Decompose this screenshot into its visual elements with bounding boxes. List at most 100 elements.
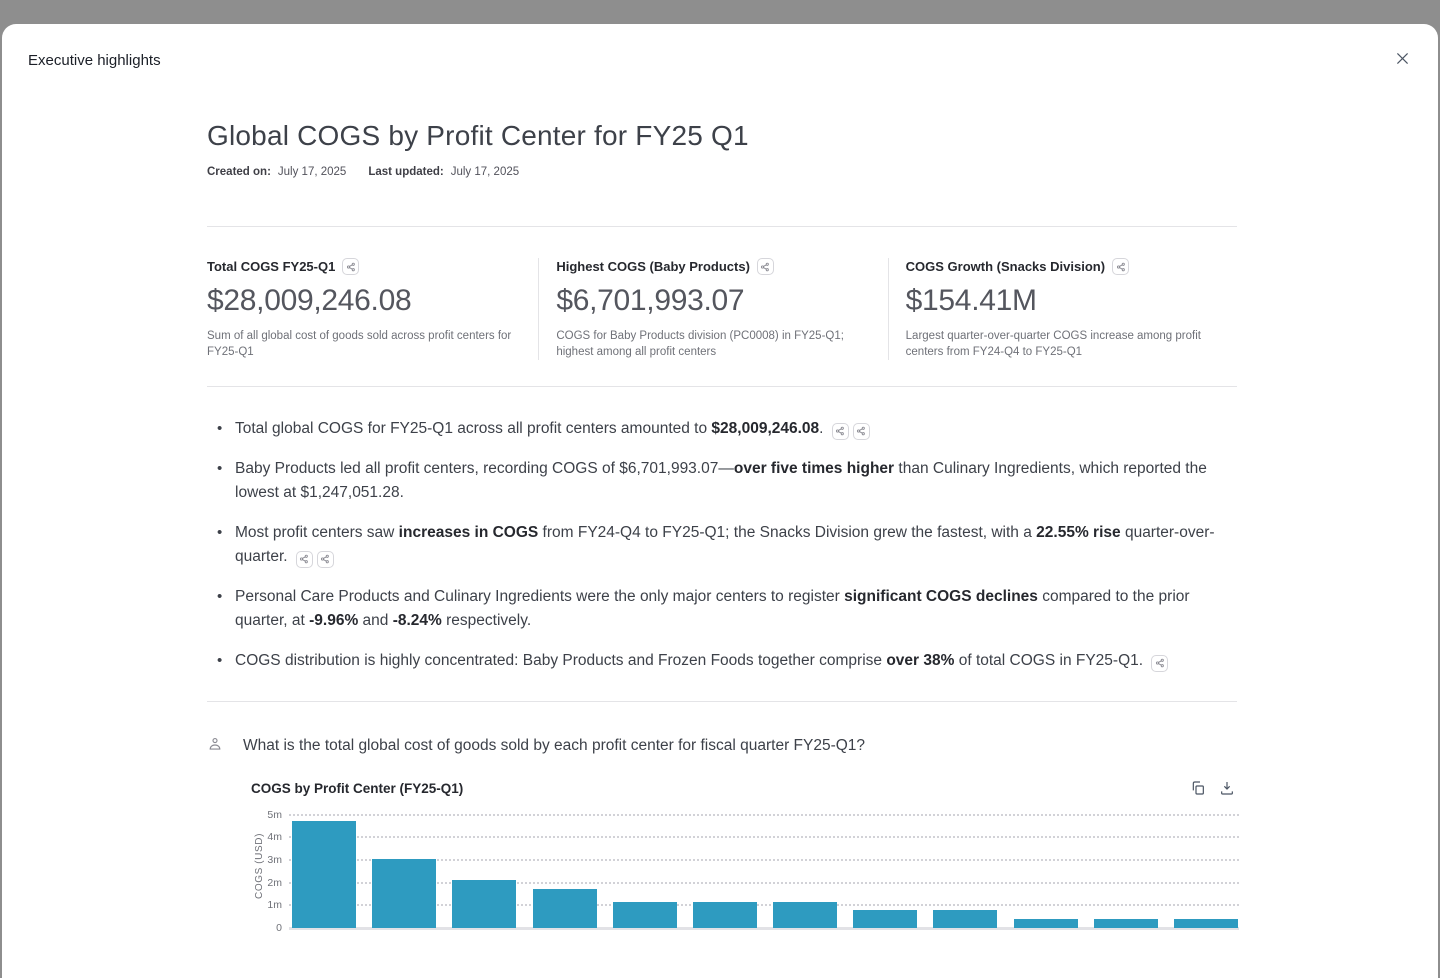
highlight-bold-text: -9.96% [309,612,359,629]
share-icon [856,426,866,436]
kpi-value: $28,009,246.08 [207,284,412,317]
meta-pair: Created on: July 17, 2025 [207,166,346,178]
highlight-bold-text: 22.55% rise [1036,524,1121,541]
chart-plot-area: COGS (USD) 0 1m 2m 3m 4m 5m [254,804,1239,937]
kpi-card: Highest COGS (Baby Products) $6,701,993.0… [538,258,887,360]
bar[interactable] [1093,918,1158,928]
highlights-list: Total global COGS for FY25-Q1 across all… [207,387,1237,701]
kpi-value: $6,701,993.07 [556,284,745,317]
kpi-row: Total COGS FY25-Q1 $28,009,246.08 Sum of a… [207,227,1237,386]
question-row: What is the total global cost of goods s… [207,702,1237,758]
gridline [289,836,1239,839]
kpi-share-button[interactable] [1112,258,1130,275]
chart-block: COGS by Profit Center (FY25-Q1) [251,780,1239,937]
download-icon [1219,782,1235,799]
divider [207,386,1237,387]
report-meta: Created on: July 17, 2025 Last updated: Jul… [207,166,1237,178]
highlight-text: Most profit centers saw [235,524,399,541]
share-icon [835,426,845,436]
highlight-item: Baby Products led all profit centers, re… [209,457,1237,505]
kpi-value: $154.41M [905,284,1037,317]
kpi-description: Sum of all global cost of goods sold acr… [207,330,512,358]
highlight-text: respectively. [441,612,532,629]
y-axis-tick: 5m [267,808,282,821]
highlight-text: . [819,420,828,437]
report-content: Global COGS by Profit Center for FY25 Q1… [207,118,1239,937]
share-icon [299,554,309,564]
highlight-text: from FY24-Q4 to FY25-Q1; the Snacks Divi… [538,524,1037,541]
y-axis-tick: 1m [267,899,282,912]
modal-header: Executive highlights [2,24,1438,82]
bar[interactable] [1173,918,1238,928]
highlight-text: Personal Care Products and Culinary Ingr… [235,588,845,605]
meta-label: Last updated: [368,166,444,178]
highlight-share-button[interactable] [316,550,334,568]
highlight-text: quarter-over-quarter. [235,524,1215,565]
highlight-bold-text: over 38% [886,652,955,669]
highlight-item: COGS distribution is highly concentrated… [209,649,1237,673]
highlight-item: Total global COGS for FY25-Q1 across all… [209,417,1237,441]
question-text: What is the total global cost of goods s… [243,737,866,754]
share-icon [760,262,770,272]
meta-pair: Last updated: July 17, 2025 [368,166,519,178]
executive-highlights-modal: Executive highlights Global COGS by Prof… [2,24,1438,978]
download-chart-button[interactable] [1219,780,1235,796]
share-icon [346,262,356,272]
kpi-card: Total COGS FY25-Q1 $28,009,246.08 Sum of a… [207,258,538,360]
close-button[interactable] [1392,50,1412,70]
highlight-bold-text: increases in COGS [398,524,539,541]
y-axis-tick: 3m [267,853,282,866]
modal-title: Executive highlights [28,52,161,69]
meta-value: July 17, 2025 [277,166,347,178]
kpi-share-button[interactable] [342,258,360,275]
highlight-share-button[interactable] [295,550,313,568]
kpi-share-button[interactable] [756,258,774,275]
kpi-card: COGS Growth (Snacks Division) $154.41M Lar… [887,258,1237,360]
bar[interactable] [532,889,597,928]
highlight-share-button[interactable] [1151,654,1169,672]
y-axis-label: COGS (USD) [254,833,265,899]
meta-label: Created on: [207,166,271,178]
report-title: Global COGS by Profit Center for FY25 Q1 [207,120,749,151]
close-icon [1394,52,1411,70]
bar[interactable] [292,820,356,928]
y-axis-tick: 4m [267,831,282,844]
y-axis-tick: 0 [276,922,282,934]
highlight-bold-text: -8.24% [392,612,442,629]
share-icon [320,554,330,564]
bar[interactable] [1013,918,1078,928]
highlight-text: of total COGS in FY25-Q1. [954,652,1148,669]
highlight-text: COGS distribution is highly concentrated… [235,652,887,669]
kpi-label: Highest COGS (Baby Products) [556,259,750,274]
bar[interactable] [692,901,757,928]
meta-value: July 17, 2025 [450,166,520,178]
highlight-item: Most profit centers saw increases in COG… [209,521,1237,569]
bar[interactable] [372,858,437,928]
y-axis-tick: 2m [267,876,282,889]
highlight-share-button[interactable] [852,422,870,440]
bar[interactable] [612,901,677,928]
highlight-text: Total global COGS for FY25-Q1 across all… [235,420,712,437]
highlight-text: compared to the prior quarter, at [235,588,1190,629]
x-axis-line [289,927,1239,930]
kpi-description: Largest quarter-over-quarter COGS increa… [905,330,1201,358]
bar-chart: COGS (USD) 0 1m 2m 3m 4m 5m [254,804,1239,937]
highlight-item: Personal Care Products and Culinary Ingr… [209,585,1237,633]
kpi-label: Total COGS FY25-Q1 [207,259,336,274]
kpi-description: COGS for Baby Products division (PC0008)… [556,330,844,358]
highlight-bold-text: $28,009,246.08 [711,420,820,437]
bar[interactable] [452,879,517,928]
bar[interactable] [853,910,918,928]
kpi-label-row: COGS Growth (Snacks Division) [906,258,1219,275]
gridline [289,904,1239,907]
chart-header: COGS by Profit Center (FY25-Q1) [251,780,1237,796]
bar[interactable] [773,901,838,928]
highlight-bold-text: significant COGS declines [844,588,1038,605]
highlight-bold-text: over five times higher [733,460,895,477]
divider [207,701,1237,702]
divider [207,226,1237,227]
highlight-share-button[interactable] [831,422,849,440]
bar[interactable] [933,910,998,928]
copy-chart-button[interactable] [1190,780,1206,796]
kpi-label-row: Highest COGS (Baby Products) [556,258,869,275]
